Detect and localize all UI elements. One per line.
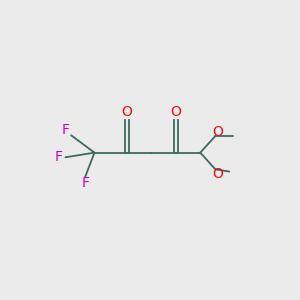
Text: O: O	[212, 167, 223, 182]
Text: F: F	[61, 123, 69, 137]
Text: O: O	[170, 104, 181, 118]
Text: F: F	[55, 150, 63, 164]
Text: O: O	[212, 125, 223, 139]
Text: O: O	[122, 104, 133, 118]
Text: F: F	[82, 176, 90, 190]
